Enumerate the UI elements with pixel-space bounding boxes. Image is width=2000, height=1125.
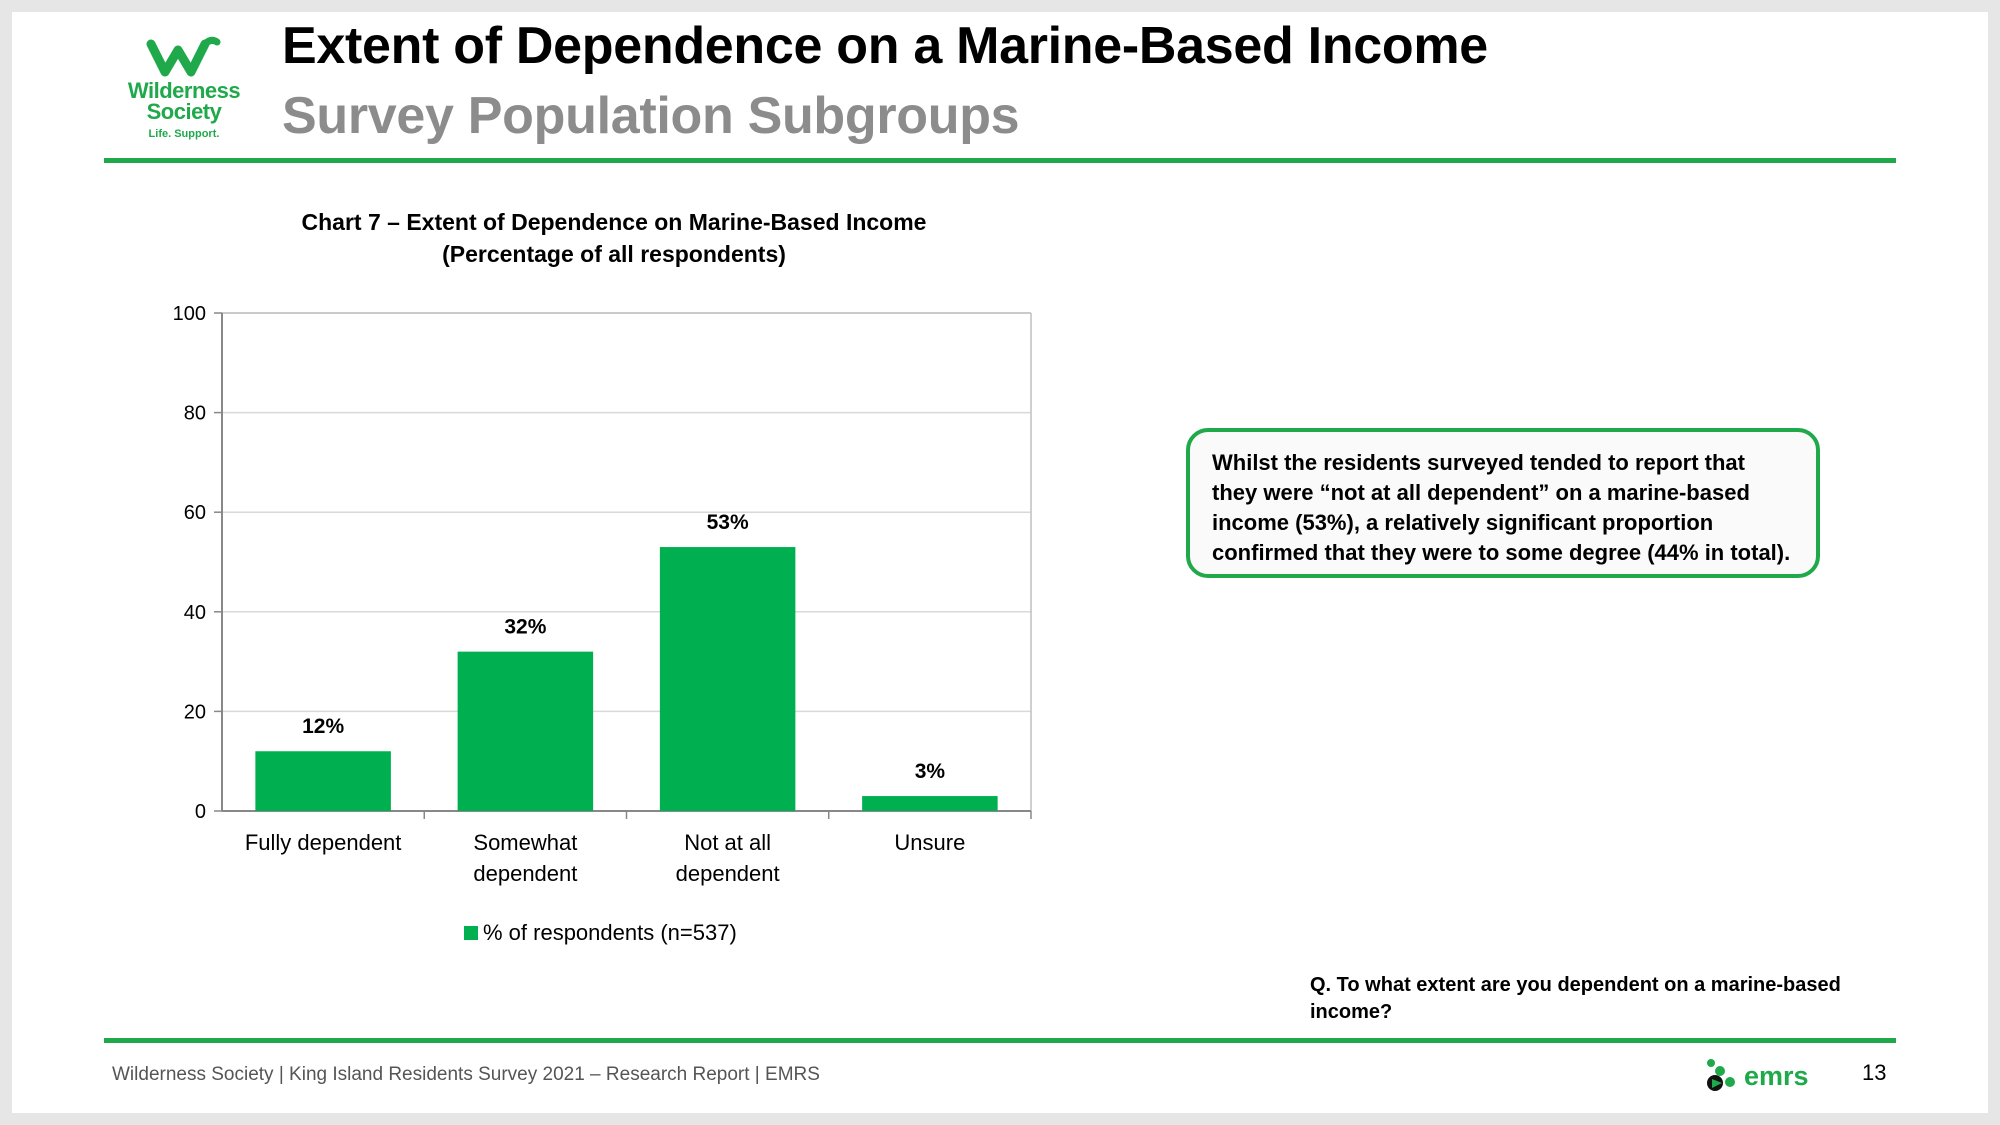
insight-callout: Whilst the residents surveyed tended to … [1186, 428, 1820, 578]
footer-text: Wilderness Society | King Island Residen… [112, 1064, 820, 1085]
emrs-dots-icon [1707, 1059, 1735, 1091]
bar [659, 547, 796, 811]
wilderness-w-icon [146, 36, 221, 77]
data-label: 3% [915, 760, 946, 783]
bar [255, 751, 391, 811]
footer-divider [104, 1038, 1896, 1043]
category-label: dependent [473, 861, 577, 886]
wilderness-society-logo: Wilderness Society Life. Support. [124, 34, 244, 152]
logo-tagline: Life. Support. [148, 128, 220, 140]
bar-chart: 0 20 40 60 80 100 12% Fully dependent 32% Somewha… [173, 303, 1032, 945]
category-label: Fully dependent [245, 830, 402, 855]
logo-line-1: Wilderness [127, 78, 241, 103]
bar [457, 651, 594, 811]
header-divider [104, 158, 1896, 163]
survey-question: Q. To what extent are you dependent on a… [1310, 974, 1841, 1023]
category-label: Somewhat [473, 830, 577, 855]
category-label: Unsure [894, 830, 965, 855]
emrs-logo: emrs [1706, 1054, 1809, 1098]
chart-title-line-2: (Percentage of all respondents) [442, 241, 786, 267]
category-label: Not at all [684, 830, 771, 855]
category-label: dependent [676, 861, 780, 886]
callout-text: Whilst the residents surveyed tended to … [1212, 450, 1791, 565]
data-label: 12% [302, 715, 344, 738]
y-tick-label: 20 [184, 701, 206, 723]
data-label: 32% [504, 616, 546, 639]
legend-label: % of respondents (n=537) [483, 920, 737, 945]
legend-swatch [464, 926, 478, 940]
logo-line-2: Society [146, 99, 222, 124]
chart-title-line-1: Chart 7 – Extent of Dependence on Marine… [301, 209, 927, 235]
page-title: Extent of Dependence on a Marine-Based I… [282, 17, 1488, 75]
y-tick-label: 0 [195, 801, 206, 823]
emrs-wordmark: emrs [1744, 1060, 1809, 1091]
y-tick-label: 80 [184, 403, 206, 425]
y-tick-label: 100 [173, 303, 206, 325]
page-subtitle: Survey Population Subgroups [282, 87, 1020, 145]
chart-title: Chart 7 – Extent of Dependence on Marine… [234, 206, 994, 270]
y-tick-label: 40 [184, 602, 206, 624]
y-tick-label: 60 [184, 502, 206, 524]
data-label: 53% [707, 511, 749, 534]
bar [862, 796, 998, 811]
page-number: 13 [1862, 1060, 1887, 1085]
